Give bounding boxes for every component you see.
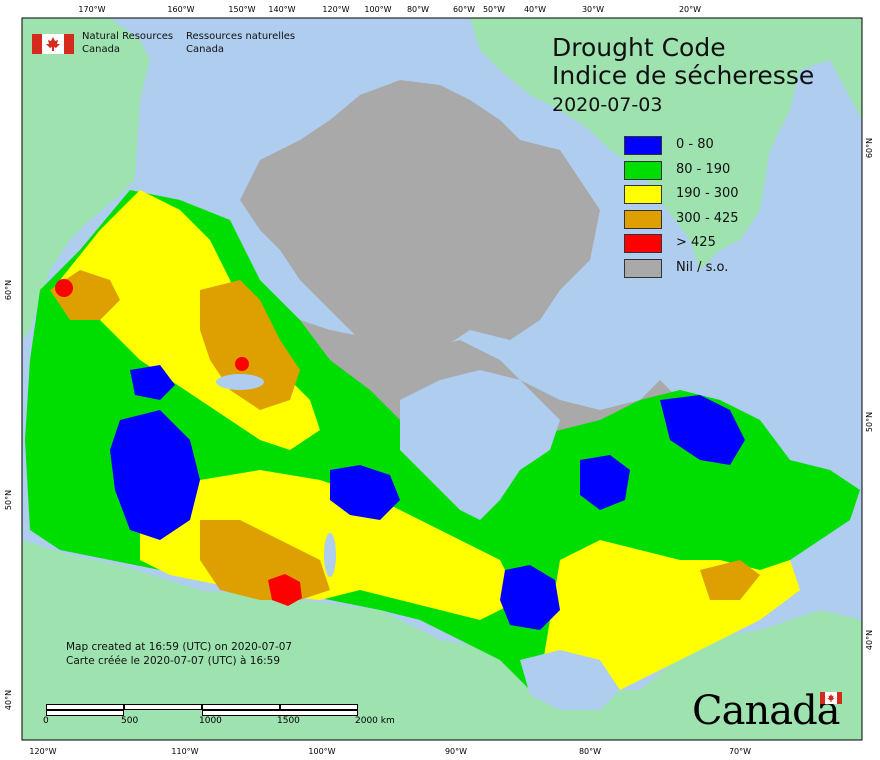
tick-label: 50°N (865, 412, 874, 432)
legend-swatch (624, 136, 662, 155)
left-latitude-ticks: 60°N 50°N 40°N (4, 280, 13, 710)
org-name-fr-line2: Canada (186, 44, 225, 55)
blue-zone-yukon (130, 365, 175, 400)
tick-label: 60°N (865, 138, 874, 158)
blue-zone-bc (110, 410, 200, 540)
tick-label: 40°W (524, 5, 546, 14)
lake-winnipeg (324, 533, 336, 577)
scale-segment (202, 710, 358, 716)
tick-label: 100°W (364, 5, 391, 14)
usa (22, 540, 862, 740)
scale-bar: 0 500 1000 1500 2000 km (42, 704, 402, 734)
right-latitude-ticks: 60°N 50°N 40°N (865, 138, 874, 650)
credit-en: Map created at 16:59 (UTC) on 2020-07-07 (66, 641, 293, 653)
red-hotspot-nwt (235, 357, 249, 371)
scale-label: 1500 (277, 716, 300, 726)
tick-label: 160°W (167, 5, 194, 14)
legend-swatch (624, 160, 662, 180)
tick-label: 90°W (445, 747, 467, 756)
tick-label: 120°W (322, 5, 349, 14)
scale-label: 500 (121, 716, 139, 726)
hudson-bay (400, 370, 560, 520)
tick-label: 50°W (483, 5, 505, 14)
scale-segment (202, 704, 280, 710)
blue-zone-ontario (500, 565, 560, 630)
tick-label: 100°W (308, 747, 335, 756)
map-title: Drought Code Indice de sécheresse 2020-0… (552, 34, 814, 118)
greenland (470, 18, 862, 270)
tick-label: 110°W (171, 747, 198, 756)
scale-label: 0 (43, 716, 49, 726)
tick-label: 150°W (228, 5, 255, 14)
org-name-en-line1: Natural Resources (82, 31, 174, 42)
great-lakes (520, 650, 620, 710)
org-name-fr-line1: Ressources naturelles (186, 31, 296, 42)
tick-label: 40°N (4, 690, 13, 710)
blue-zone-labrador (660, 395, 745, 465)
legend-label: 300 - 425 (676, 210, 739, 226)
tick-label: 60°W (453, 5, 475, 14)
legend-swatch (624, 209, 662, 229)
legend-label: Nil / s.o. (676, 259, 729, 275)
blue-zone-quebec-north (580, 455, 630, 510)
legend-label: 80 - 190 (676, 161, 731, 177)
legend-label: > 425 (676, 235, 716, 250)
red-hotspot-saskatchewan (268, 574, 302, 606)
scale-segment (280, 704, 358, 710)
top-longitude-ticks: 170°W 160°W 150°W 140°W 120°W 100°W 80°W 60°W 50… (78, 5, 701, 14)
credit-fr: Carte créée le 2020-07-07 (UTC) à 16:59 (66, 655, 281, 667)
bottom-longitude-ticks: 120°W 110°W 100°W 90°W 80°W 70°W (29, 747, 751, 756)
tick-label: 60°N (4, 280, 13, 300)
legend-label: 190 - 300 (676, 186, 739, 201)
tick-label: 80°W (407, 5, 429, 14)
legend-swatch (624, 185, 662, 204)
org-name-en: Natural Resources Canada (82, 30, 192, 56)
tick-label: 30°W (582, 5, 604, 14)
arctic-islands (240, 80, 600, 360)
scale-segment (124, 704, 202, 710)
scale-label: 1000 (199, 716, 222, 726)
tick-label: 50°N (4, 490, 13, 510)
tick-label: 120°W (29, 747, 56, 756)
legend-label: 0 - 80 (676, 137, 714, 152)
scale-label: 2000 km (355, 716, 395, 726)
map-border (21, 17, 863, 741)
org-name-en-line2: Canada (82, 44, 121, 55)
blue-zone-manitoba (330, 465, 400, 520)
legend-swatch (624, 234, 662, 253)
canada-flag-icon (32, 34, 74, 54)
orange-zone-east (700, 560, 760, 600)
canada-wordmark: Canada (692, 688, 842, 734)
map-date: 2020-07-03 (552, 94, 663, 116)
alaska (22, 18, 150, 340)
tick-label: 80°W (579, 747, 601, 756)
tick-label: 170°W (78, 5, 105, 14)
tick-label: 140°W (268, 5, 295, 14)
wordmark-text: Canada (692, 688, 841, 734)
scale-segment (46, 710, 124, 716)
great-slave-lake (216, 374, 264, 390)
legend-swatch (624, 258, 662, 278)
map-credit: Map created at 16:59 (UTC) on 2020-07-07… (66, 640, 292, 668)
tick-label: 20°W (679, 5, 701, 14)
org-name-fr: Ressources naturelles Canada (186, 30, 306, 56)
tick-label: 40°N (865, 630, 874, 650)
scale-segment (46, 704, 124, 710)
orange-zone-prairies (200, 520, 330, 600)
canada-flag-icon (820, 692, 842, 704)
tick-label: 70°W (729, 747, 751, 756)
red-hotspot-alaska (55, 279, 73, 297)
title-en: Drought Code (552, 33, 726, 62)
title-fr: Indice de sécheresse (552, 61, 815, 90)
